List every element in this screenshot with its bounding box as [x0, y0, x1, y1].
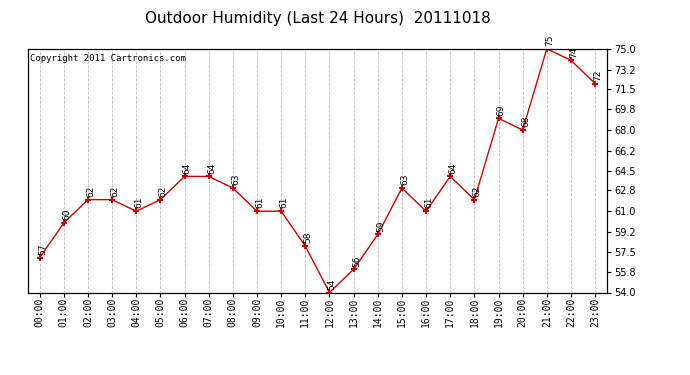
- Text: 58: 58: [304, 232, 313, 243]
- Text: 62: 62: [110, 186, 119, 197]
- Text: 59: 59: [376, 220, 385, 232]
- Text: 63: 63: [400, 174, 409, 185]
- Text: Copyright 2011 Cartronics.com: Copyright 2011 Cartronics.com: [30, 54, 186, 63]
- Text: 54: 54: [328, 278, 337, 290]
- Text: 61: 61: [424, 197, 433, 208]
- Text: 64: 64: [448, 162, 457, 174]
- Text: 61: 61: [279, 197, 288, 208]
- Text: 56: 56: [352, 255, 361, 267]
- Text: Outdoor Humidity (Last 24 Hours)  20111018: Outdoor Humidity (Last 24 Hours) 2011101…: [144, 11, 491, 26]
- Text: 57: 57: [38, 243, 47, 255]
- Text: 61: 61: [135, 197, 144, 208]
- Text: 60: 60: [62, 209, 71, 220]
- Text: 64: 64: [183, 162, 192, 174]
- Text: 74: 74: [569, 46, 578, 58]
- Text: 62: 62: [473, 186, 482, 197]
- Text: 75: 75: [545, 34, 554, 46]
- Text: 63: 63: [231, 174, 240, 185]
- Text: 64: 64: [207, 162, 216, 174]
- Text: 69: 69: [497, 104, 506, 116]
- Text: 68: 68: [521, 116, 530, 127]
- Text: 72: 72: [593, 69, 602, 81]
- Text: 62: 62: [86, 186, 95, 197]
- Text: 62: 62: [159, 186, 168, 197]
- Text: 61: 61: [255, 197, 264, 208]
